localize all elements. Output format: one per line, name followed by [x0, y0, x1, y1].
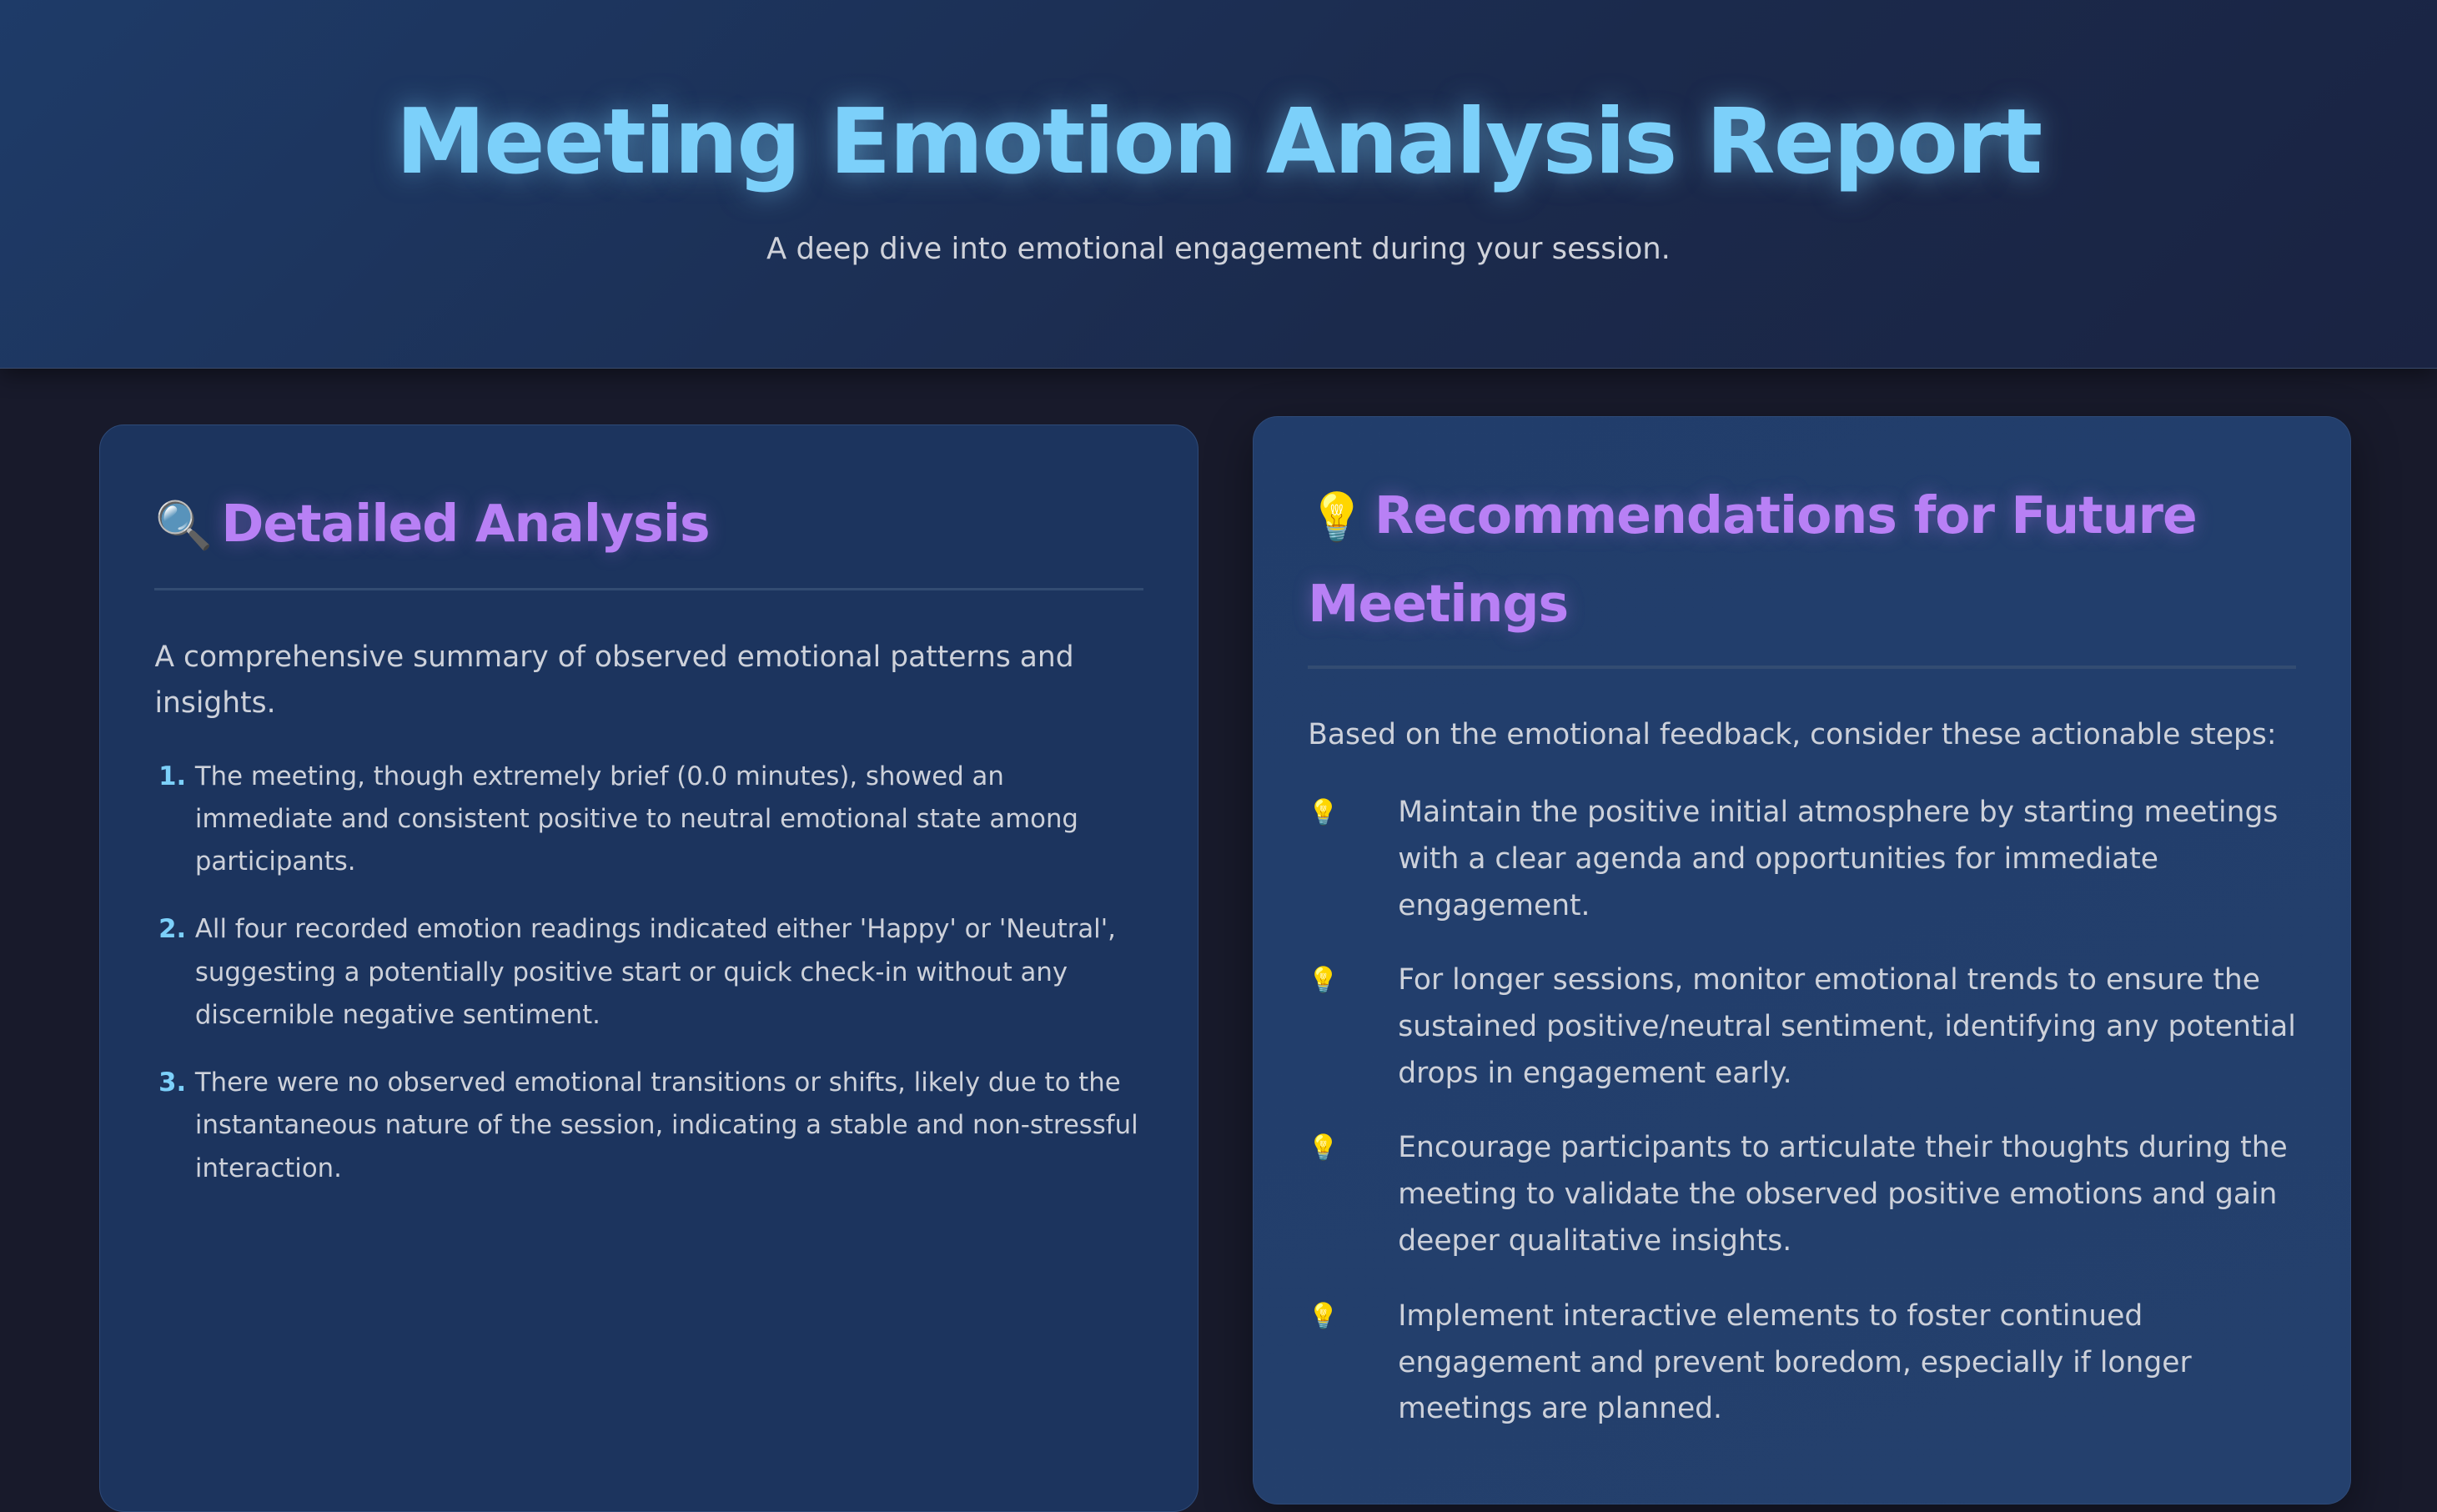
list-item: The meeting, though extremely brief (0.0… [195, 756, 1143, 884]
page-subtitle: A deep dive into emotional engagement du… [766, 231, 1671, 266]
recommendation-text: Encourage participants to articulate the… [1398, 1131, 2288, 1258]
page-title: Meeting Emotion Analysis Report [395, 90, 2043, 195]
report-header: Meeting Emotion Analysis Report A deep d… [0, 0, 2437, 369]
list-item: 💡 Implement interactive elements to foste… [1308, 1293, 2296, 1434]
analysis-heading: 🔍 Detailed Analysis [154, 481, 1143, 570]
recommendations-list: 💡 Maintain the positive initial atmospher… [1308, 790, 2296, 1433]
list-item: There were no observed emotional transit… [195, 1062, 1143, 1190]
analysis-list: The meeting, though extremely brief (0.0… [154, 756, 1143, 1190]
recommendation-text: Implement interactive elements to foster… [1398, 1299, 2192, 1426]
recommendations-intro: Based on the emotional feedback, conside… [1308, 717, 2277, 751]
divider [1308, 665, 2297, 669]
analysis-title: Detailed Analysis [221, 493, 710, 554]
lightbulb-icon: 💡 [1308, 966, 1339, 996]
list-item: 💡 Encourage participants to articulate th… [1308, 1125, 2296, 1265]
lightbulb-icon: 💡 [1308, 1301, 1339, 1331]
lightbulb-icon: 💡 [1308, 1133, 1339, 1163]
recommendations-heading: 💡 Recommendations for Future Meetings [1308, 473, 2296, 646]
detailed-analysis-card: 🔍 Detailed Analysis A comprehensive summa… [99, 424, 1198, 1512]
list-item: All four recorded emotion readings indic… [195, 908, 1143, 1037]
recommendations-card: 💡 Recommendations for Future Meetings Bas… [1252, 416, 2352, 1504]
recommendation-text: Maintain the positive initial atmosphere… [1398, 795, 2279, 922]
magnifier-icon: 🔍 [154, 498, 213, 553]
recommendations-title: Recommendations for Future Meetings [1308, 485, 2197, 634]
lightbulb-icon: 💡 [1308, 490, 1366, 545]
list-item: 💡 Maintain the positive initial atmospher… [1308, 790, 2296, 930]
analysis-intro: A comprehensive summary of observed emot… [154, 640, 1074, 721]
recommendation-text: For longer sessions, monitor emotional t… [1398, 963, 2296, 1090]
list-item: 💡 For longer sessions, monitor emotional … [1308, 957, 2296, 1098]
divider [154, 587, 1143, 591]
lightbulb-icon: 💡 [1308, 797, 1339, 827]
